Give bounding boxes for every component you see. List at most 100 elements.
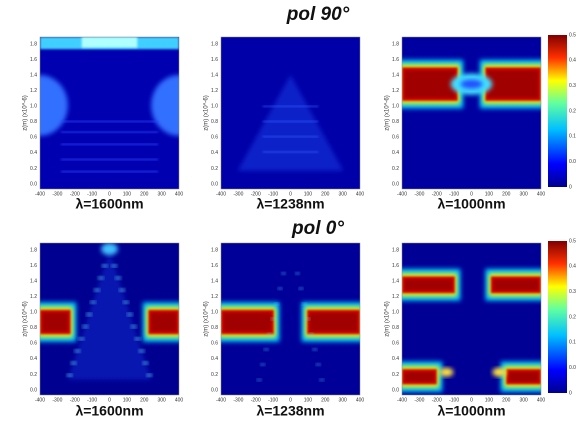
- y-axis-label: z(m) (x10^-6): [385, 301, 391, 336]
- x-tick-label: 200: [502, 397, 511, 403]
- x-tick-label: 100: [123, 191, 132, 197]
- field: [146, 373, 153, 377]
- x-tick-label: -200: [251, 191, 261, 197]
- y-tick-label: 1.8: [30, 41, 37, 47]
- y-tick-label: 1.2: [30, 294, 37, 300]
- field: [488, 70, 539, 98]
- frame: [401, 36, 542, 190]
- field: [115, 276, 122, 280]
- field: [223, 312, 272, 332]
- field: [262, 120, 319, 123]
- y-tick-label: 0.4: [211, 150, 218, 156]
- y-tick-label: 1.4: [30, 278, 37, 284]
- y-tick-label: 1.4: [211, 278, 218, 284]
- field: [298, 287, 304, 290]
- field: [404, 70, 455, 98]
- field: [281, 272, 286, 275]
- y-tick-label: 0.2: [392, 372, 399, 378]
- y-tick-label: 0.0: [30, 181, 37, 187]
- field: [111, 264, 118, 268]
- field: [509, 372, 539, 382]
- panel-label: λ=1600nm: [75, 403, 143, 419]
- colorbar-tick-label: 0.41: [569, 58, 576, 64]
- field: [82, 325, 88, 329]
- y-tick-label: 0.4: [211, 356, 218, 362]
- x-tick-label: -200: [432, 397, 442, 403]
- y-tick-label: 1.2: [392, 294, 399, 300]
- x-tick-label: 200: [321, 397, 330, 403]
- y-tick-label: 1.8: [392, 247, 399, 253]
- row-title: pol 0°: [291, 218, 344, 239]
- y-tick-label: 1.6: [211, 57, 218, 63]
- y-axis-label: z(m) (x10^-6): [204, 301, 210, 336]
- y-tick-label: 1.0: [392, 104, 399, 110]
- field: [70, 361, 77, 365]
- panel-label: λ=1000nm: [437, 403, 505, 419]
- field: [262, 105, 319, 108]
- y-tick-label: 1.0: [211, 310, 218, 316]
- x-tick-label: -100: [268, 397, 278, 403]
- x-tick-label: 300: [157, 191, 166, 197]
- x-tick-label: 0: [108, 397, 111, 403]
- heatmap: [402, 243, 541, 395]
- heatmap: [221, 37, 360, 189]
- field: [60, 131, 159, 134]
- field: [123, 300, 129, 304]
- x-tick-label: -100: [87, 397, 97, 403]
- x-tick-label: -100: [268, 191, 278, 197]
- y-tick-label: 0.6: [211, 135, 218, 141]
- field: [264, 348, 269, 351]
- colorbar-tick-label: 0.41: [569, 264, 576, 270]
- field: [60, 143, 159, 146]
- colorbar-tick-label: 0.33: [569, 289, 576, 295]
- y-tick-label: 0.4: [392, 356, 399, 362]
- colorbar-tick-label: 0.25: [569, 108, 576, 114]
- y-axis-label: z(m) (x10^-6): [23, 301, 29, 336]
- x-tick-label: 0: [289, 191, 292, 197]
- x-tick-label: -400: [216, 191, 226, 197]
- x-tick-label: 100: [123, 397, 132, 403]
- heatmap: [40, 243, 179, 395]
- y-tick-label: 1.4: [392, 72, 399, 78]
- field: [271, 317, 276, 321]
- y-tick-label: 1.6: [392, 263, 399, 269]
- field: [302, 302, 307, 306]
- y-tick-label: 0.8: [30, 325, 37, 331]
- field: [274, 302, 279, 306]
- y-tick-label: 1.6: [30, 57, 37, 63]
- colorbar-tick-label: 0.25: [569, 314, 576, 320]
- x-tick-label: -300: [52, 191, 62, 197]
- x-tick-label: -400: [35, 191, 45, 197]
- x-tick-label: -400: [397, 191, 407, 197]
- colorbar-tick-label: 0.16: [569, 134, 576, 140]
- field: [312, 348, 317, 351]
- field: [60, 120, 159, 123]
- field: [60, 158, 159, 161]
- field: [142, 361, 149, 365]
- x-tick-label: 200: [140, 191, 149, 197]
- field: [74, 349, 81, 353]
- field: [67, 250, 152, 380]
- y-axis-label: z(m) (x10^-6): [385, 95, 391, 130]
- field: [86, 312, 92, 316]
- y-tick-label: 1.2: [392, 88, 399, 94]
- y-tick-label: 0.8: [211, 119, 218, 125]
- x-tick-label: -200: [432, 191, 442, 197]
- x-tick-label: 100: [485, 397, 494, 403]
- field: [40, 75, 68, 136]
- y-tick-label: 1.4: [30, 72, 37, 78]
- frame: [39, 242, 180, 396]
- heatmap: [40, 37, 179, 189]
- field: [66, 373, 73, 377]
- y-tick-label: 0.8: [211, 325, 218, 331]
- field: [90, 300, 96, 304]
- x-tick-label: 100: [485, 191, 494, 197]
- y-tick-label: 0.4: [392, 150, 399, 156]
- y-tick-label: 0.2: [392, 166, 399, 172]
- field: [138, 349, 145, 353]
- y-tick-label: 0.0: [392, 387, 399, 393]
- y-tick-label: 0.6: [392, 135, 399, 141]
- x-tick-label: 300: [338, 397, 347, 403]
- x-tick-label: -100: [87, 191, 97, 197]
- x-tick-label: 400: [356, 191, 365, 197]
